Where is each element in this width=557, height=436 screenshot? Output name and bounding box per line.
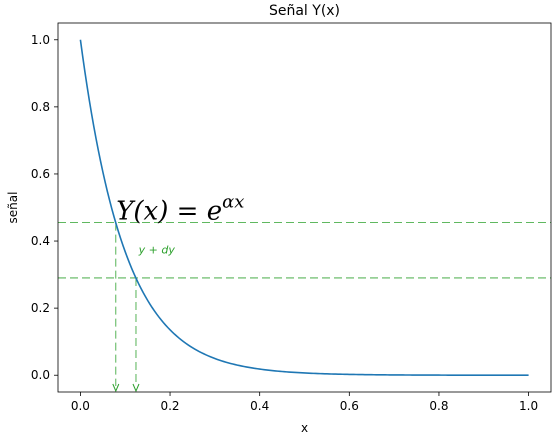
- axis-ticks: 0.0 0.2 0.4 0.6 0.8 1.0 0.0 0.2 0.4 0.6 0.8 1.0: [31, 33, 538, 413]
- formula-lhs: Y(x) =: [116, 197, 206, 227]
- y-tick-label: 0.4: [31, 234, 50, 248]
- arrow-head: [132, 383, 140, 393]
- y-tick-label: 0.0: [31, 368, 50, 382]
- y-axis-label: señal: [6, 192, 20, 224]
- x-tick-label: 0.6: [340, 399, 359, 413]
- y-tick-label: 0.8: [31, 100, 50, 114]
- series-line: [79, 39, 529, 377]
- arrow-head: [112, 383, 120, 393]
- x-tick-label: 0.8: [429, 399, 448, 413]
- x-tick-label: 1.0: [519, 399, 538, 413]
- y-tick-label: 1.0: [31, 33, 50, 47]
- y-tick-label: 0.2: [31, 301, 50, 315]
- x-tick-label: 0.0: [71, 399, 90, 413]
- formula-exponent: αx: [222, 192, 244, 213]
- x-tick-label: 0.2: [160, 399, 179, 413]
- x-tick-label: 0.4: [250, 399, 269, 413]
- annotation-y-dy: y + dy: [138, 243, 176, 256]
- chart-title: Señal Y(x): [269, 3, 340, 19]
- plot-frame: [57, 22, 552, 393]
- x-axis-label: x: [301, 421, 308, 435]
- y-tick-label: 0.6: [31, 167, 50, 181]
- formula-label: Y(x) = eαx: [116, 192, 244, 227]
- reference-lines: [58, 222, 551, 393]
- formula-base: e: [207, 197, 222, 227]
